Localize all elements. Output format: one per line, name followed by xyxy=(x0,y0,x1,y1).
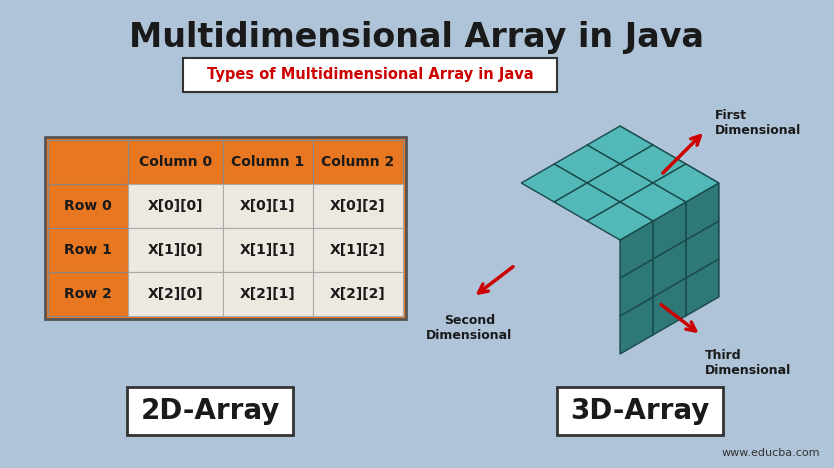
Text: First
Dimensional: First Dimensional xyxy=(715,109,801,137)
Text: X[2][0]: X[2][0] xyxy=(148,287,203,301)
Text: X[1][0]: X[1][0] xyxy=(148,243,203,257)
FancyBboxPatch shape xyxy=(128,140,223,184)
Polygon shape xyxy=(686,183,719,240)
Text: Column 0: Column 0 xyxy=(139,155,212,169)
FancyBboxPatch shape xyxy=(45,137,406,319)
Text: 2D-Array: 2D-Array xyxy=(140,397,279,425)
Text: Second
Dimensional: Second Dimensional xyxy=(426,314,512,342)
Text: Row 1: Row 1 xyxy=(64,243,112,257)
Text: www.educba.com: www.educba.com xyxy=(721,448,820,458)
Polygon shape xyxy=(653,145,686,202)
Text: X[1][1]: X[1][1] xyxy=(240,243,296,257)
FancyBboxPatch shape xyxy=(128,184,223,228)
FancyBboxPatch shape xyxy=(48,228,128,272)
Text: Column 2: Column 2 xyxy=(321,155,394,169)
Text: X[0][2]: X[0][2] xyxy=(330,199,386,213)
Polygon shape xyxy=(620,145,686,183)
Polygon shape xyxy=(686,240,719,297)
Polygon shape xyxy=(620,221,653,278)
Text: Row 2: Row 2 xyxy=(64,287,112,301)
FancyBboxPatch shape xyxy=(48,272,128,316)
Text: Column 1: Column 1 xyxy=(231,155,304,169)
Polygon shape xyxy=(686,221,719,278)
FancyBboxPatch shape xyxy=(313,184,403,228)
Polygon shape xyxy=(653,221,686,278)
FancyBboxPatch shape xyxy=(223,228,313,272)
Polygon shape xyxy=(653,164,719,202)
FancyBboxPatch shape xyxy=(48,184,128,228)
FancyBboxPatch shape xyxy=(223,184,313,228)
Polygon shape xyxy=(587,202,653,240)
FancyBboxPatch shape xyxy=(48,140,128,184)
Polygon shape xyxy=(620,297,653,354)
Text: Third
Dimensional: Third Dimensional xyxy=(705,349,791,377)
Polygon shape xyxy=(620,183,686,221)
Polygon shape xyxy=(653,183,686,240)
Polygon shape xyxy=(620,202,653,259)
Polygon shape xyxy=(686,202,719,259)
Text: Row 0: Row 0 xyxy=(64,199,112,213)
Polygon shape xyxy=(587,126,653,164)
Polygon shape xyxy=(554,183,620,221)
FancyBboxPatch shape xyxy=(223,140,313,184)
Polygon shape xyxy=(554,145,620,183)
Polygon shape xyxy=(653,278,686,335)
Text: X[2][2]: X[2][2] xyxy=(330,287,386,301)
Polygon shape xyxy=(620,126,653,183)
FancyBboxPatch shape xyxy=(557,387,723,435)
Text: X[0][1]: X[0][1] xyxy=(240,199,296,213)
FancyBboxPatch shape xyxy=(313,140,403,184)
FancyBboxPatch shape xyxy=(128,272,223,316)
Polygon shape xyxy=(653,202,686,259)
FancyBboxPatch shape xyxy=(223,272,313,316)
Polygon shape xyxy=(686,164,719,221)
Text: X[1][2]: X[1][2] xyxy=(330,243,386,257)
FancyBboxPatch shape xyxy=(127,387,293,435)
FancyBboxPatch shape xyxy=(128,228,223,272)
FancyBboxPatch shape xyxy=(313,272,403,316)
Polygon shape xyxy=(686,259,719,316)
Text: 3D-Array: 3D-Array xyxy=(570,397,710,425)
Polygon shape xyxy=(620,259,653,316)
Text: X[2][1]: X[2][1] xyxy=(240,287,296,301)
Polygon shape xyxy=(521,164,587,202)
Text: X[0][0]: X[0][0] xyxy=(148,199,203,213)
Polygon shape xyxy=(620,164,653,221)
Text: Multidimensional Array in Java: Multidimensional Array in Java xyxy=(129,22,705,54)
Polygon shape xyxy=(587,164,653,202)
FancyBboxPatch shape xyxy=(183,58,557,92)
Text: Types of Multidimensional Array in Java: Types of Multidimensional Array in Java xyxy=(207,67,533,82)
Polygon shape xyxy=(653,240,686,297)
FancyBboxPatch shape xyxy=(313,228,403,272)
